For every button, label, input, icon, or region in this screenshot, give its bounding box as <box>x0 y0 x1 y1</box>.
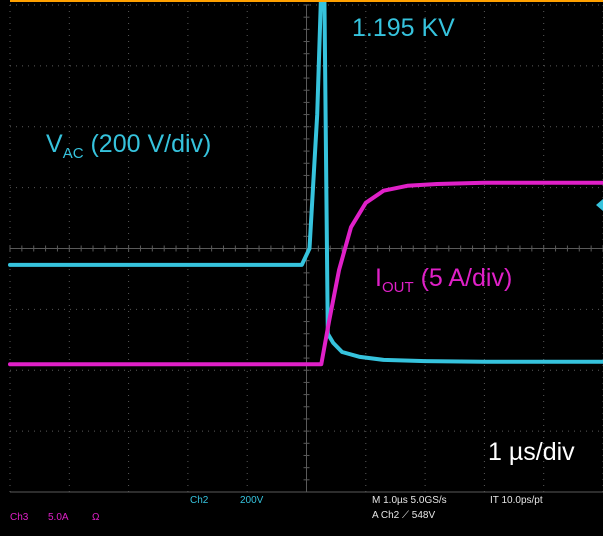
ch2-scale: 200V <box>240 495 264 506</box>
record-readout: IT 10.0ps/pt <box>490 495 543 506</box>
vac-label-main: V <box>46 130 63 158</box>
trigger-readout: A Ch2 ⟋ 548V <box>372 510 435 521</box>
ch3-coupling: Ω <box>92 512 100 523</box>
peak-voltage-label: 1.195 KV <box>352 14 455 42</box>
iout-label-scale: (5 A/div) <box>413 264 513 292</box>
traces <box>8 0 603 367</box>
timebase-readout: M 1.0µs 5.0GS/s <box>372 495 447 506</box>
ch3-scale: 5.0A <box>48 512 69 523</box>
vac-label-sub: AC <box>62 145 84 162</box>
ch2-ground-level-marker <box>596 199 603 211</box>
iout-label-sub: OUT <box>381 279 414 296</box>
iout-scale-label: IOUT (5 A/div) <box>375 264 512 296</box>
iout-label-main: I <box>375 264 382 292</box>
ch2-label: Ch2 <box>190 495 209 506</box>
graticule <box>9 4 603 493</box>
trigger-marker <box>10 0 603 2</box>
trace-ch3 <box>8 180 603 367</box>
vac-label-scale: (200 V/div) <box>83 130 212 158</box>
vac-scale-label: VAC (200 V/div) <box>46 130 211 162</box>
trace-ch2 <box>8 0 603 364</box>
ch3-label: Ch3 <box>10 512 29 523</box>
time-per-division-label: 1 µs/div <box>488 438 575 466</box>
